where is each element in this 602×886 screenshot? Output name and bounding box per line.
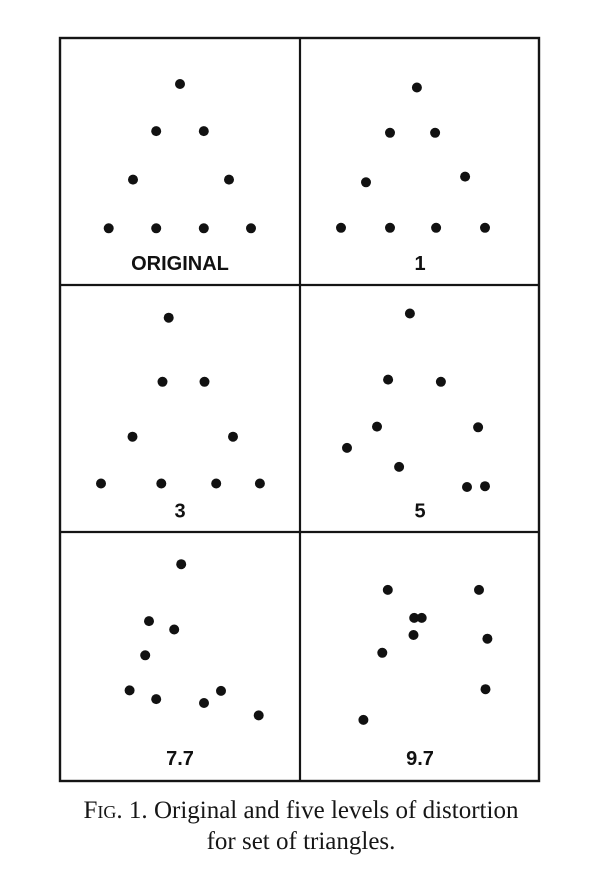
- dot: [199, 376, 210, 387]
- dot: [246, 223, 256, 234]
- panel-label: 7.7: [166, 748, 194, 770]
- dot: [199, 698, 209, 708]
- dot: [480, 481, 490, 492]
- dot: [140, 650, 151, 661]
- figure-panels: ORIGINAL 1 3 5 7.7 9.7: [58, 36, 541, 783]
- dot: [176, 559, 187, 570]
- dot: [216, 685, 226, 696]
- caption-figure-label: Fig. 1.: [83, 797, 148, 824]
- dot: [385, 222, 395, 233]
- dot: [151, 223, 162, 234]
- dot: [144, 616, 154, 627]
- dot: [408, 630, 419, 640]
- figure-caption: Fig. 1. Original and five levels of dist…: [0, 795, 602, 857]
- dot: [224, 174, 234, 185]
- dot: [377, 647, 388, 658]
- dot: [372, 421, 382, 432]
- panel-label: 1: [414, 253, 425, 275]
- caption-text-line-2: for set of triangles.: [206, 828, 396, 855]
- dot: [404, 308, 415, 319]
- dot: [474, 584, 484, 595]
- panel-label: ORIGINAL: [131, 253, 229, 275]
- dot: [480, 684, 491, 695]
- dot: [253, 710, 264, 721]
- panel-label: 9.7: [406, 748, 434, 770]
- panel-level-9-7: 9.7: [358, 584, 493, 770]
- panel-level-original: ORIGINAL: [103, 79, 256, 275]
- dot: [198, 223, 209, 234]
- dot: [383, 374, 394, 385]
- dot: [482, 633, 493, 644]
- dot: [228, 431, 238, 442]
- panel-level-7-7: 7.7: [124, 559, 264, 770]
- panel-level-3: 3: [96, 312, 265, 523]
- dot: [128, 174, 138, 185]
- dot: [127, 431, 138, 442]
- caption-line-1: Fig. 1. Original and five levels of dist…: [0, 795, 602, 826]
- dot: [385, 127, 395, 138]
- panel-label: 3: [174, 501, 185, 523]
- dot: [430, 127, 441, 138]
- dot: [254, 478, 265, 489]
- dot: [124, 685, 135, 696]
- dot: [361, 177, 371, 188]
- dot: [431, 222, 442, 233]
- dot: [411, 82, 422, 93]
- dot: [96, 478, 106, 489]
- dot: [156, 478, 167, 489]
- dot: [169, 624, 180, 635]
- panel-level-5: 5: [342, 308, 490, 523]
- dot: [336, 222, 346, 233]
- dot: [462, 482, 472, 492]
- dot: [103, 223, 114, 234]
- dot: [416, 612, 427, 623]
- dot: [151, 126, 162, 137]
- dot: [480, 222, 490, 233]
- dot: [460, 171, 471, 182]
- dot: [198, 126, 209, 137]
- dot: [151, 694, 162, 705]
- dot: [358, 714, 369, 725]
- dot: [163, 312, 174, 323]
- dot: [435, 376, 446, 387]
- dot: [382, 584, 393, 595]
- dot: [157, 376, 168, 387]
- caption-text-line-1: Original and five levels of distortion: [153, 797, 519, 824]
- panel-level-1: 1: [336, 82, 490, 275]
- dot: [211, 478, 222, 489]
- dot: [342, 442, 352, 453]
- dot: [473, 422, 484, 433]
- dot: [394, 461, 405, 472]
- dot: [409, 612, 420, 623]
- panels-layer: ORIGINAL 1 3 5 7.7 9.7: [96, 79, 493, 770]
- panel-label: 5: [414, 501, 425, 523]
- dot: [175, 79, 185, 89]
